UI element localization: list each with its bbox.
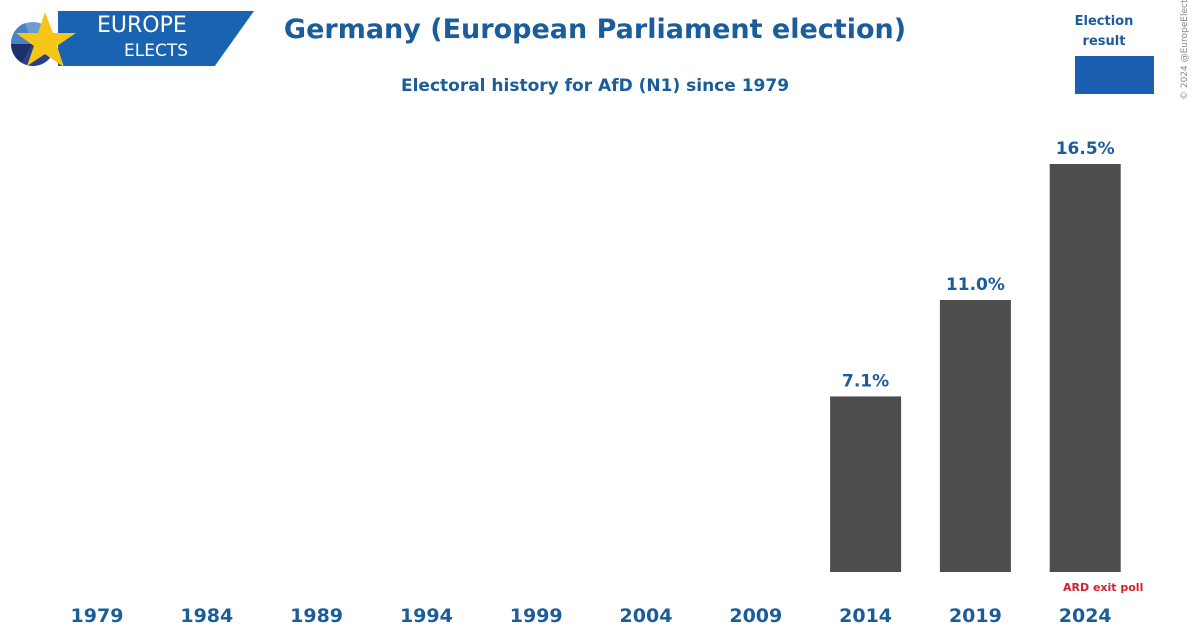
europe-elects-logo: EUROPE ELECTS	[0, 0, 270, 80]
x-tick-label: 2014	[839, 605, 892, 627]
data-label-2024: 16.5%	[1056, 139, 1115, 159]
bar-2024	[1049, 164, 1121, 572]
logo-text-elects: ELECTS	[124, 41, 188, 61]
x-tick-label: 1984	[180, 605, 233, 627]
x-tick-label: 1989	[290, 605, 343, 627]
data-label-2014: 7.1%	[842, 371, 889, 391]
x-tick-label: 2024	[1059, 605, 1112, 627]
x-tick-label: 2004	[620, 605, 673, 627]
annotation-note: ARD exit poll	[1063, 581, 1143, 594]
legend-label: Election result	[1074, 14, 1134, 49]
chart-subtitle: Electoral history for AfD (N1) since 197…	[400, 76, 790, 96]
x-tick-label: 1994	[400, 605, 453, 627]
bar-2014	[830, 396, 902, 572]
logo-text-europe: EUROPE	[97, 13, 187, 38]
data-label-2019: 11.0%	[946, 275, 1005, 295]
logo-band	[58, 11, 254, 66]
bar-2019	[939, 300, 1011, 572]
legend-swatch	[1075, 56, 1154, 94]
x-tick-label: 2009	[729, 605, 782, 627]
x-tick-label: 1999	[510, 605, 563, 627]
chart-title: Germany (European Parliament election)	[283, 14, 907, 45]
x-tick-label: 1979	[71, 605, 124, 627]
logo-pie-star-icon	[10, 12, 76, 67]
x-tick-label: 2019	[949, 605, 1002, 627]
